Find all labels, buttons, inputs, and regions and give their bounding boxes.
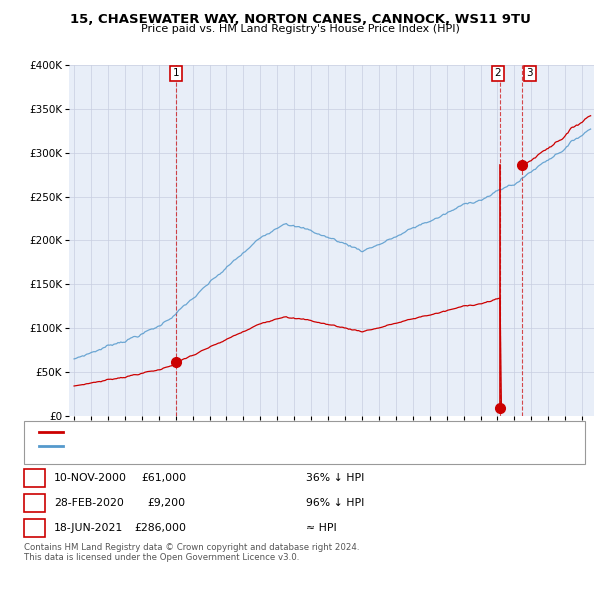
Text: 15, CHASEWATER WAY, NORTON CANES, CANNOCK, WS11 9TU: 15, CHASEWATER WAY, NORTON CANES, CANNOC…: [70, 13, 530, 26]
Text: £9,200: £9,200: [148, 499, 186, 508]
Text: Price paid vs. HM Land Registry's House Price Index (HPI): Price paid vs. HM Land Registry's House …: [140, 24, 460, 34]
Text: Contains HM Land Registry data © Crown copyright and database right 2024.: Contains HM Land Registry data © Crown c…: [24, 543, 359, 552]
Text: 10-NOV-2000: 10-NOV-2000: [54, 473, 127, 483]
Text: 1: 1: [31, 473, 38, 483]
Text: 3: 3: [31, 523, 38, 533]
Text: 28-FEB-2020: 28-FEB-2020: [54, 499, 124, 508]
Text: £61,000: £61,000: [141, 473, 186, 483]
Text: 96% ↓ HPI: 96% ↓ HPI: [306, 499, 364, 508]
Text: £286,000: £286,000: [134, 523, 186, 533]
Text: 36% ↓ HPI: 36% ↓ HPI: [306, 473, 364, 483]
Text: ≈ HPI: ≈ HPI: [306, 523, 337, 533]
Text: 3: 3: [527, 68, 533, 78]
Text: HPI: Average price, detached house, Cannock Chase: HPI: Average price, detached house, Cann…: [66, 441, 322, 451]
Text: 2: 2: [494, 68, 501, 78]
Text: 18-JUN-2021: 18-JUN-2021: [54, 523, 123, 533]
Text: 1: 1: [172, 68, 179, 78]
Text: 15, CHASEWATER WAY, NORTON CANES, CANNOCK, WS11 9TU (detached house): 15, CHASEWATER WAY, NORTON CANES, CANNOC…: [66, 427, 461, 437]
Text: 2: 2: [31, 499, 38, 508]
Text: This data is licensed under the Open Government Licence v3.0.: This data is licensed under the Open Gov…: [24, 553, 299, 562]
